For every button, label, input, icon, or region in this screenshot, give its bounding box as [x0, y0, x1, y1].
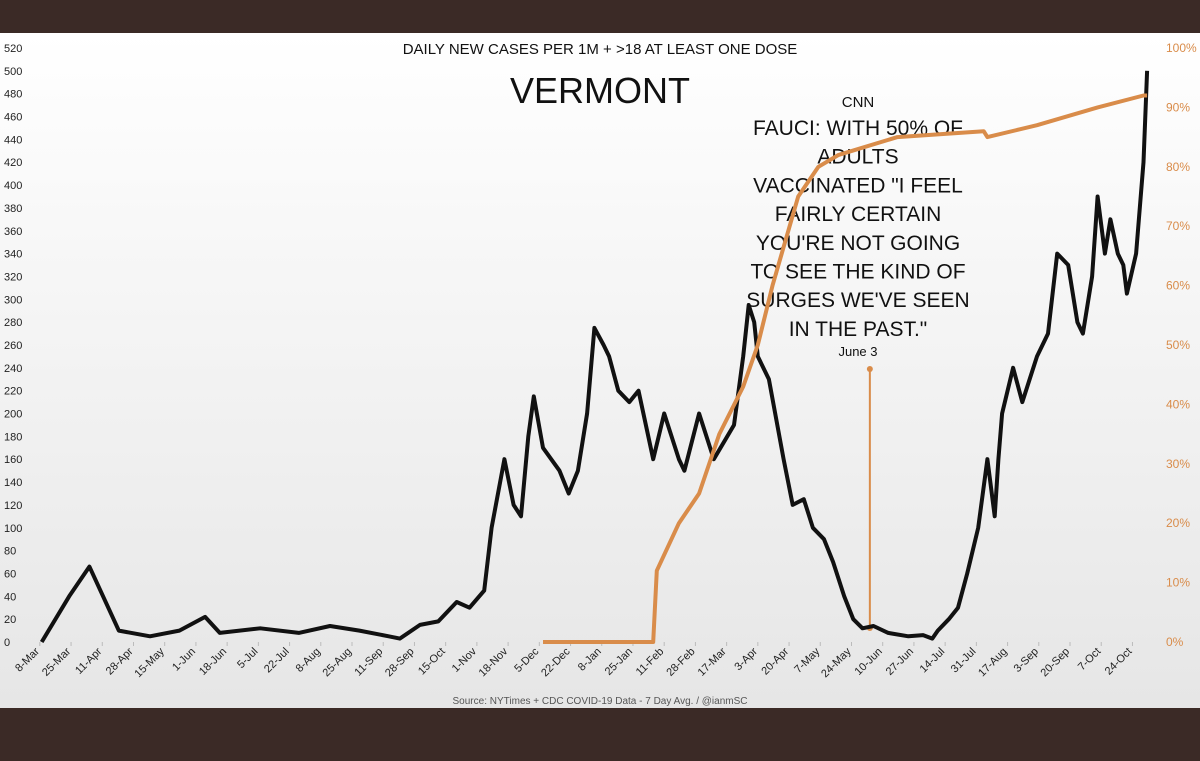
chart-title: VERMONT	[510, 70, 690, 111]
y-tick-label: 200	[4, 409, 22, 421]
y-tick-label: 340	[4, 249, 22, 261]
y-tick-label: 60	[4, 568, 16, 580]
annotation-text: IN THE PAST."	[789, 318, 928, 341]
series-line	[543, 93, 1148, 644]
y-tick-label: 280	[4, 317, 22, 329]
y2-tick-label: 10%	[1166, 576, 1190, 590]
annotation-date: June 3	[838, 344, 877, 359]
y-tick-label: 20	[4, 614, 16, 626]
y-tick-label: 320	[4, 271, 22, 283]
y-tick-label: 420	[4, 157, 22, 169]
plot-background	[0, 33, 1200, 708]
annotation-dot	[866, 366, 873, 372]
y-tick-label: 80	[4, 546, 16, 558]
y-tick-label: 220	[4, 386, 22, 398]
y-tick-label: 460	[4, 112, 22, 124]
y-tick-label: 360	[4, 226, 22, 238]
y-tick-label: 260	[4, 340, 22, 352]
y-tick-label: 400	[4, 180, 22, 192]
annotation-text: ADULTS	[817, 146, 898, 169]
y-tick-label: 100	[4, 523, 22, 535]
annotation-source: CNN	[842, 94, 875, 111]
y2-tick-label: 60%	[1166, 279, 1190, 293]
y-tick-label: 160	[4, 454, 22, 466]
y-tick-label: 520	[4, 43, 22, 55]
y-tick-label: 120	[4, 500, 22, 512]
y2-tick-label: 70%	[1166, 219, 1190, 233]
y2-tick-label: 100%	[1166, 41, 1197, 55]
y-tick-label: 0	[4, 637, 10, 649]
y2-tick-label: 30%	[1166, 457, 1190, 471]
y-tick-label: 140	[4, 477, 22, 489]
y-tick-label: 240	[4, 363, 22, 375]
y-tick-label: 300	[4, 294, 22, 306]
annotation-text: FAIRLY CERTAIN	[775, 203, 942, 226]
y2-tick-label: 40%	[1166, 397, 1190, 411]
y-tick-label: 380	[4, 203, 22, 215]
y-tick-label: 40	[4, 591, 16, 603]
y2-tick-label: 20%	[1166, 516, 1190, 530]
y-tick-label: 500	[4, 66, 22, 78]
series-line	[39, 70, 1150, 644]
annotation-text: SURGES WE'VE SEEN	[746, 289, 969, 312]
source: Source: NYTimes + CDC COVID-19 Data - 7 …	[453, 696, 748, 707]
y2-tick-label: 50%	[1166, 338, 1190, 352]
annotation-text: VACCINATED "I FEEL	[753, 174, 963, 197]
annotation-text: YOU'RE NOT GOING	[756, 232, 960, 255]
y-tick-label: 440	[4, 134, 22, 146]
y2-tick-label: 80%	[1166, 160, 1190, 174]
y2-tick-label: 0%	[1166, 635, 1184, 649]
y-tick-label: 480	[4, 89, 22, 101]
y2-tick-label: 90%	[1166, 100, 1190, 114]
chart-subtitle: DAILY NEW CASES PER 1M + >18 AT LEAST ON…	[403, 41, 798, 58]
annotation-text: TO SEE THE KIND OF	[750, 261, 965, 284]
y-tick-label: 180	[4, 431, 22, 443]
